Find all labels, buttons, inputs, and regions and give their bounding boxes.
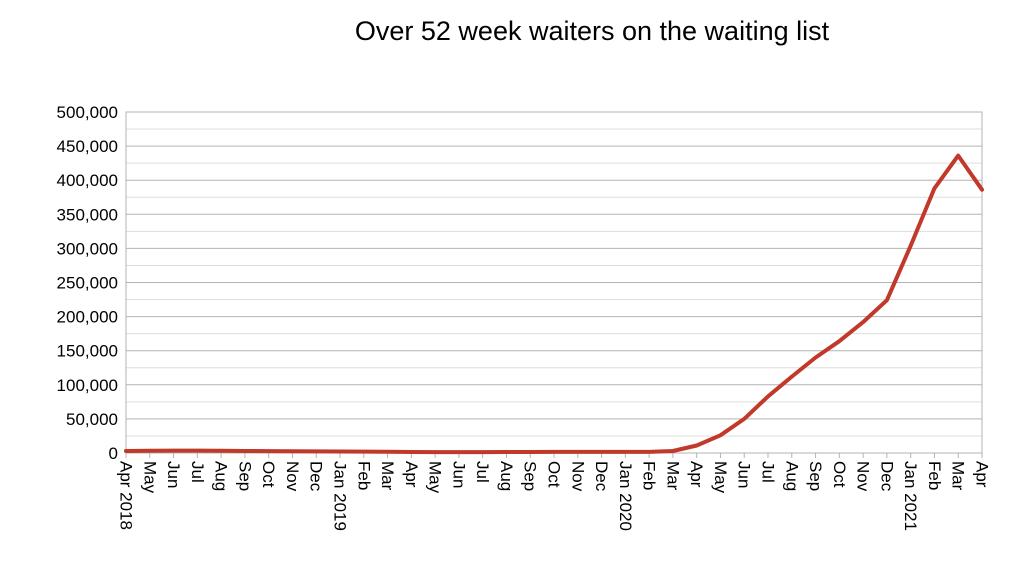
y-tick-label: 450,000 bbox=[57, 137, 118, 156]
x-tick-label: Feb bbox=[640, 461, 659, 490]
x-tick-label: Dec bbox=[307, 461, 326, 492]
x-tick-label: Jun bbox=[449, 461, 468, 488]
x-tick-label: Apr 2018 bbox=[117, 461, 136, 530]
x-tick-label: Sep bbox=[806, 461, 825, 491]
x-tick-label: Sep bbox=[235, 461, 254, 491]
x-tick-label: Oct bbox=[830, 461, 849, 488]
x-tick-label: Jan 2021 bbox=[901, 461, 920, 531]
x-tick-label: Aug bbox=[212, 461, 231, 491]
x-tick-label: Nov bbox=[283, 461, 302, 492]
x-tick-label: Jan 2020 bbox=[616, 461, 635, 531]
series-line bbox=[124, 153, 984, 455]
y-tick-label: 500,000 bbox=[57, 103, 118, 122]
x-tick-label: Apr bbox=[973, 461, 992, 488]
x-tick-label: May bbox=[426, 461, 445, 494]
y-tick-label: 150,000 bbox=[57, 342, 118, 361]
x-tick-label: Dec bbox=[592, 461, 611, 492]
y-tick-label: 200,000 bbox=[57, 308, 118, 327]
x-tick-label: Nov bbox=[568, 461, 587, 492]
x-tick-label: Mar bbox=[949, 461, 968, 491]
x-tick-label: Mar bbox=[663, 461, 682, 491]
x-tick-label: Feb bbox=[925, 461, 944, 490]
y-tick-label: 300,000 bbox=[57, 239, 118, 258]
y-tick-label: 50,000 bbox=[66, 410, 118, 429]
x-axis: Apr 2018 May Jun Jul Aug Sep Oct Nov Dec Jan 2019… bbox=[117, 453, 992, 531]
y-tick-label: 350,000 bbox=[57, 205, 118, 224]
y-tick-label: 400,000 bbox=[57, 171, 118, 190]
x-tick-label: Aug bbox=[497, 461, 516, 491]
x-tick-label: Oct bbox=[259, 461, 278, 488]
x-tick-label: Nov bbox=[854, 461, 873, 492]
y-tick-label: 250,000 bbox=[57, 274, 118, 293]
x-tick-label: Apr bbox=[687, 461, 706, 488]
y-tick-label: 100,000 bbox=[57, 376, 118, 395]
x-tick-label: Apr bbox=[402, 461, 421, 488]
x-tick-label: Jul bbox=[473, 461, 492, 483]
x-tick-label: Jul bbox=[188, 461, 207, 483]
x-tick-label: Feb bbox=[354, 461, 373, 490]
x-tick-label: Jan 2019 bbox=[331, 461, 350, 531]
x-tick-label: Jun bbox=[164, 461, 183, 488]
x-tick-label: May bbox=[140, 461, 159, 494]
series-layer bbox=[124, 153, 984, 455]
x-tick-label: Oct bbox=[545, 461, 564, 488]
x-tick-label: Sep bbox=[521, 461, 540, 491]
grid-layer bbox=[126, 111, 982, 454]
x-tick-label: Mar bbox=[378, 461, 397, 491]
x-tick-label: Jun bbox=[735, 461, 754, 488]
y-tick-label: 0 bbox=[109, 444, 118, 463]
x-tick-label: Jul bbox=[759, 461, 778, 483]
y-axis: 0 50,000 100,000 150,000 200,000 250,000 300,0… bbox=[57, 103, 118, 463]
x-tick-label: Dec bbox=[877, 461, 896, 492]
x-tick-label: Aug bbox=[782, 461, 801, 491]
chart-title: Over 52 week waiters on the waiting list bbox=[354, 16, 830, 46]
x-tick-label: May bbox=[711, 461, 730, 494]
